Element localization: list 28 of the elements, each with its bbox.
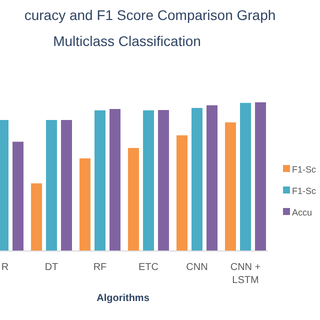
bar: [110, 108, 120, 251]
chart-subtitle: Multiclass Classification: [53, 33, 201, 49]
bar: [46, 120, 57, 251]
bar: [176, 135, 188, 251]
bar: [206, 105, 218, 251]
x-tick-label: RF: [93, 262, 107, 273]
x-tick-label: DT: [44, 262, 58, 273]
legend-label: F1-Sc: [292, 186, 317, 196]
legend-label: F1-Sc: [292, 164, 317, 174]
bar: [128, 148, 139, 251]
chart-title: curacy and F1 Score Comparison Graph: [24, 7, 276, 23]
legend-label: Accu: [292, 208, 312, 218]
x-tick-label: CNN + LSTM: [230, 262, 261, 286]
bar: [31, 183, 42, 251]
bar: [158, 110, 169, 251]
bar: [255, 102, 266, 251]
x-axis-title: Algorithms: [96, 293, 150, 304]
bar: [94, 110, 106, 251]
bar: [61, 120, 72, 251]
bar: [225, 122, 236, 251]
bar: [192, 108, 202, 251]
bar: [80, 158, 90, 251]
x-tick-label: CNN: [186, 262, 208, 273]
bar: [12, 142, 24, 251]
x-tick-label: R: [1, 262, 9, 273]
x-tick-label: ETC: [138, 262, 158, 273]
bar: [143, 110, 154, 251]
bar: [240, 102, 251, 251]
